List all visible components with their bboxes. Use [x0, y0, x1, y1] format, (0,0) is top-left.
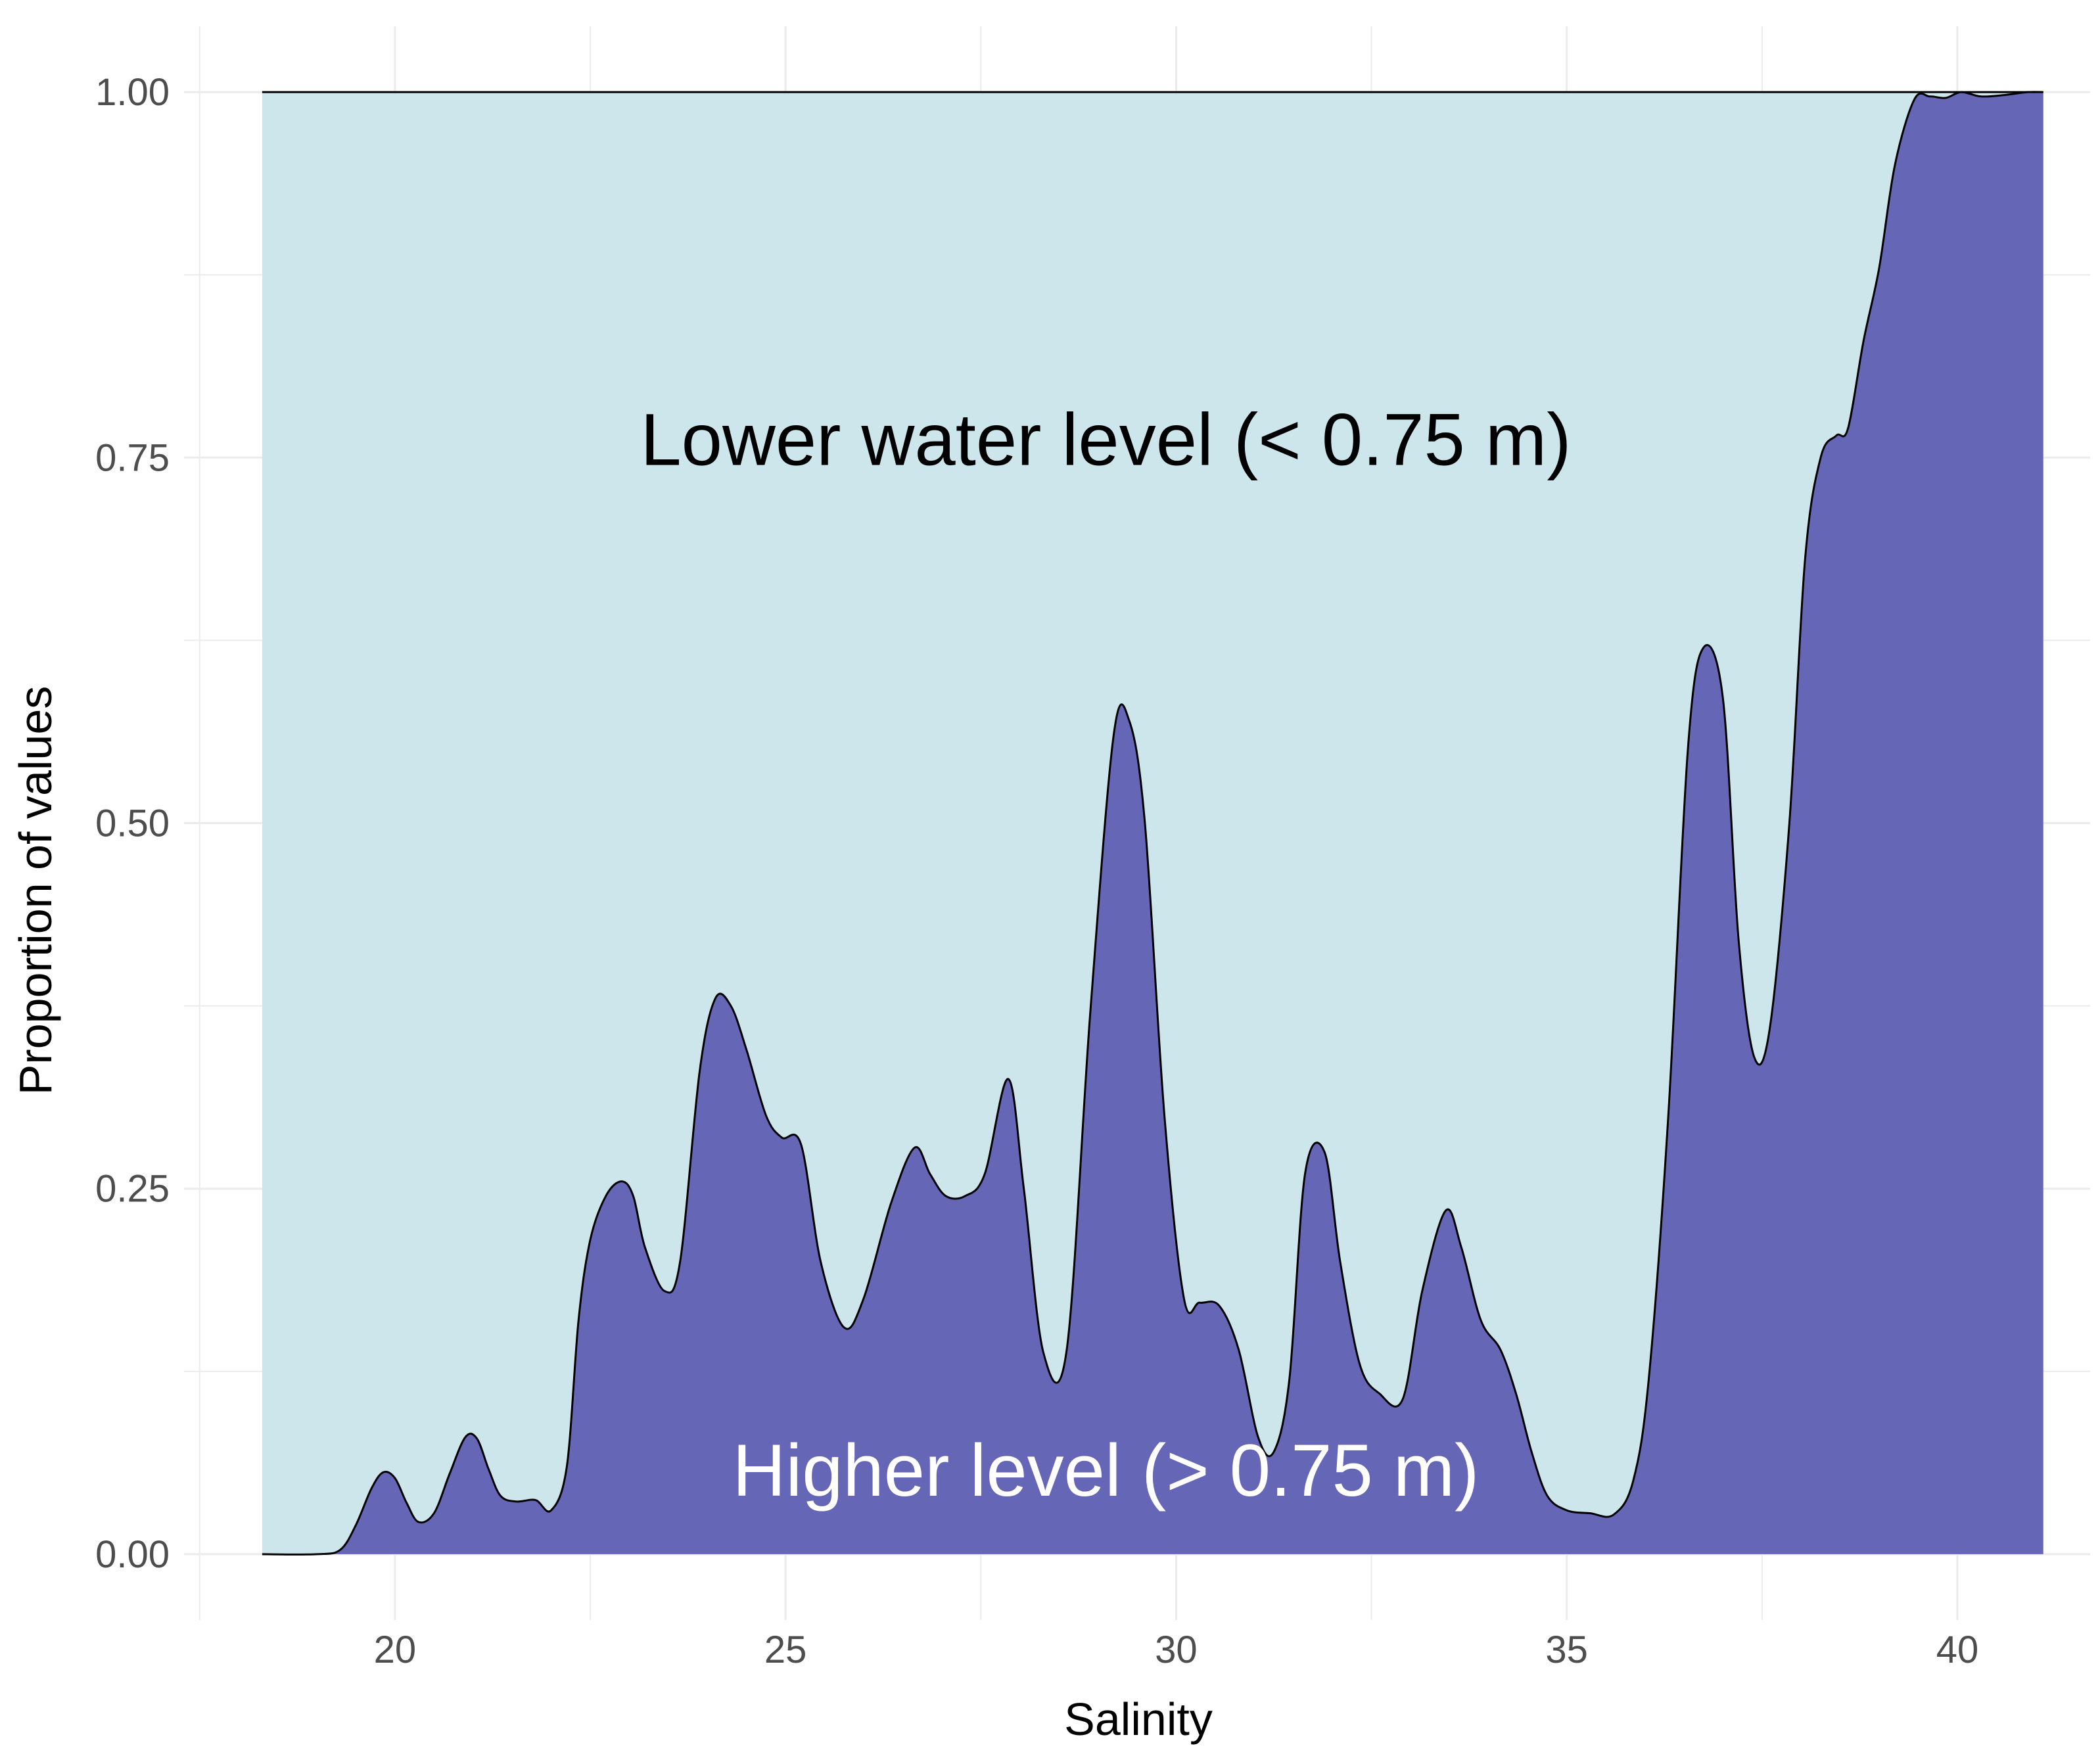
- y-axis-title: Proportion of values: [10, 686, 61, 1096]
- x-tick-label: 35: [1545, 1629, 1588, 1671]
- y-tick-label: 0.25: [95, 1168, 170, 1211]
- x-tick-label: 20: [374, 1629, 417, 1671]
- x-tick-label: 40: [1936, 1629, 1979, 1671]
- area-higher-level: [262, 91, 2043, 1555]
- plot-areas: [262, 91, 2043, 1556]
- x-tick-label: 25: [764, 1629, 807, 1671]
- annotation-lower-water-level: Lower water level (< 0.75 m): [640, 398, 1571, 480]
- annotation-higher-level: Higher level (> 0.75 m): [732, 1429, 1479, 1512]
- x-axis-title: Salinity: [1064, 1694, 1213, 1745]
- x-axis-tick-labels: 20 25 30 35 40: [374, 1629, 1979, 1671]
- area-boundary-line: [262, 91, 2043, 1556]
- x-tick-label: 30: [1155, 1629, 1198, 1671]
- y-tick-label: 1.00: [95, 71, 170, 114]
- y-tick-label: 0.50: [95, 802, 170, 845]
- annotations: Lower water level (< 0.75 m) Higher leve…: [640, 398, 1571, 1511]
- y-tick-label: 0.75: [95, 436, 170, 479]
- y-axis-tick-labels: 0.00 0.25 0.50 0.75 1.00: [95, 71, 170, 1576]
- y-tick-label: 0.00: [95, 1533, 170, 1576]
